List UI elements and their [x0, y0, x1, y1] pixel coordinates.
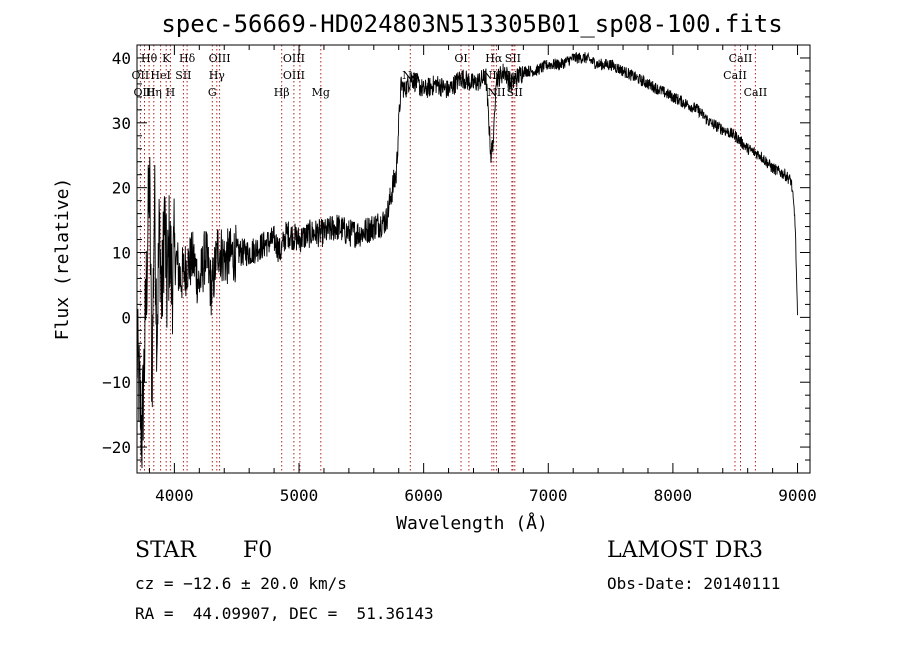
emission-line-label: Hγ [209, 69, 226, 82]
x-tick-label: 6000 [404, 486, 443, 505]
emission-line-label: OIII [209, 52, 231, 65]
y-tick-label: 0 [121, 308, 131, 327]
emission-line-label: Na [402, 69, 419, 82]
y-axis-ticks: −20 −10 0 10 20 30 40 [102, 44, 810, 461]
object-class: STAR [135, 538, 196, 563]
survey-name: LAMOST DR3 [607, 538, 763, 563]
emission-line-label: NII [487, 86, 505, 99]
emission-line-label: OIII [283, 52, 305, 65]
emission-line-label: Hθ [141, 52, 158, 65]
y-tick-label: 30 [112, 114, 131, 133]
redshift-value: cz = −12.6 ± 20.0 km/s [135, 574, 347, 593]
emission-line-label: H [166, 86, 176, 99]
x-axis-ticks: 4000 5000 6000 7000 8000 9000 [148, 45, 817, 505]
emission-line-label: CaII [744, 86, 768, 99]
flux-series-line [136, 51, 798, 469]
plot-frame [136, 44, 811, 474]
emission-line-label: Hδ [179, 52, 196, 65]
chart-title: spec-56669-HD024803N513305B01_sp08-100.f… [161, 10, 782, 38]
emission-line-label: NII [483, 69, 501, 82]
emission-line-label: Hη [146, 86, 162, 99]
emission-line-label: Hβ [274, 86, 290, 99]
object-subclass: F0 [243, 538, 273, 563]
emission-line-label: SII [507, 86, 523, 99]
x-tick-label: 7000 [529, 486, 568, 505]
coordinates: RA = 44.09907, DEC = 51.36143 [135, 604, 434, 623]
emission-line-label: Hα [485, 52, 503, 65]
x-axis-label: Wavelength (Å) [396, 512, 548, 534]
emission-line-label: CaII [723, 69, 747, 82]
y-tick-label: −20 [102, 438, 131, 457]
y-tick-label: 20 [112, 179, 131, 198]
emission-line-label: CaII [729, 52, 753, 65]
emission-line-label: OI [454, 52, 467, 65]
observation-date: Obs-Date: 20140111 [607, 574, 781, 593]
y-axis-label: Flux (relative) [52, 178, 73, 341]
emission-line-label: G [208, 86, 217, 99]
y-tick-label: 10 [112, 244, 131, 263]
emission-line-label: HeI [150, 69, 170, 82]
emission-line-label: K [162, 52, 171, 65]
emission-line-label: Mg [312, 86, 330, 99]
emission-line-label: OIII [283, 69, 305, 82]
x-tick-label: 9000 [778, 486, 817, 505]
x-tick-label: 5000 [280, 486, 319, 505]
emission-line-label: SII [505, 52, 521, 65]
y-tick-label: −10 [102, 373, 131, 392]
emission-line-label: OIII [133, 86, 155, 99]
y-tick-label: 40 [112, 49, 131, 68]
emission-line-label: Li [506, 69, 517, 82]
emission-line-label: SII [175, 69, 191, 82]
x-tick-label: 8000 [654, 486, 693, 505]
x-tick-label: 4000 [155, 486, 194, 505]
emission-line-label: OII [132, 69, 150, 82]
flux-series-group [136, 51, 798, 469]
